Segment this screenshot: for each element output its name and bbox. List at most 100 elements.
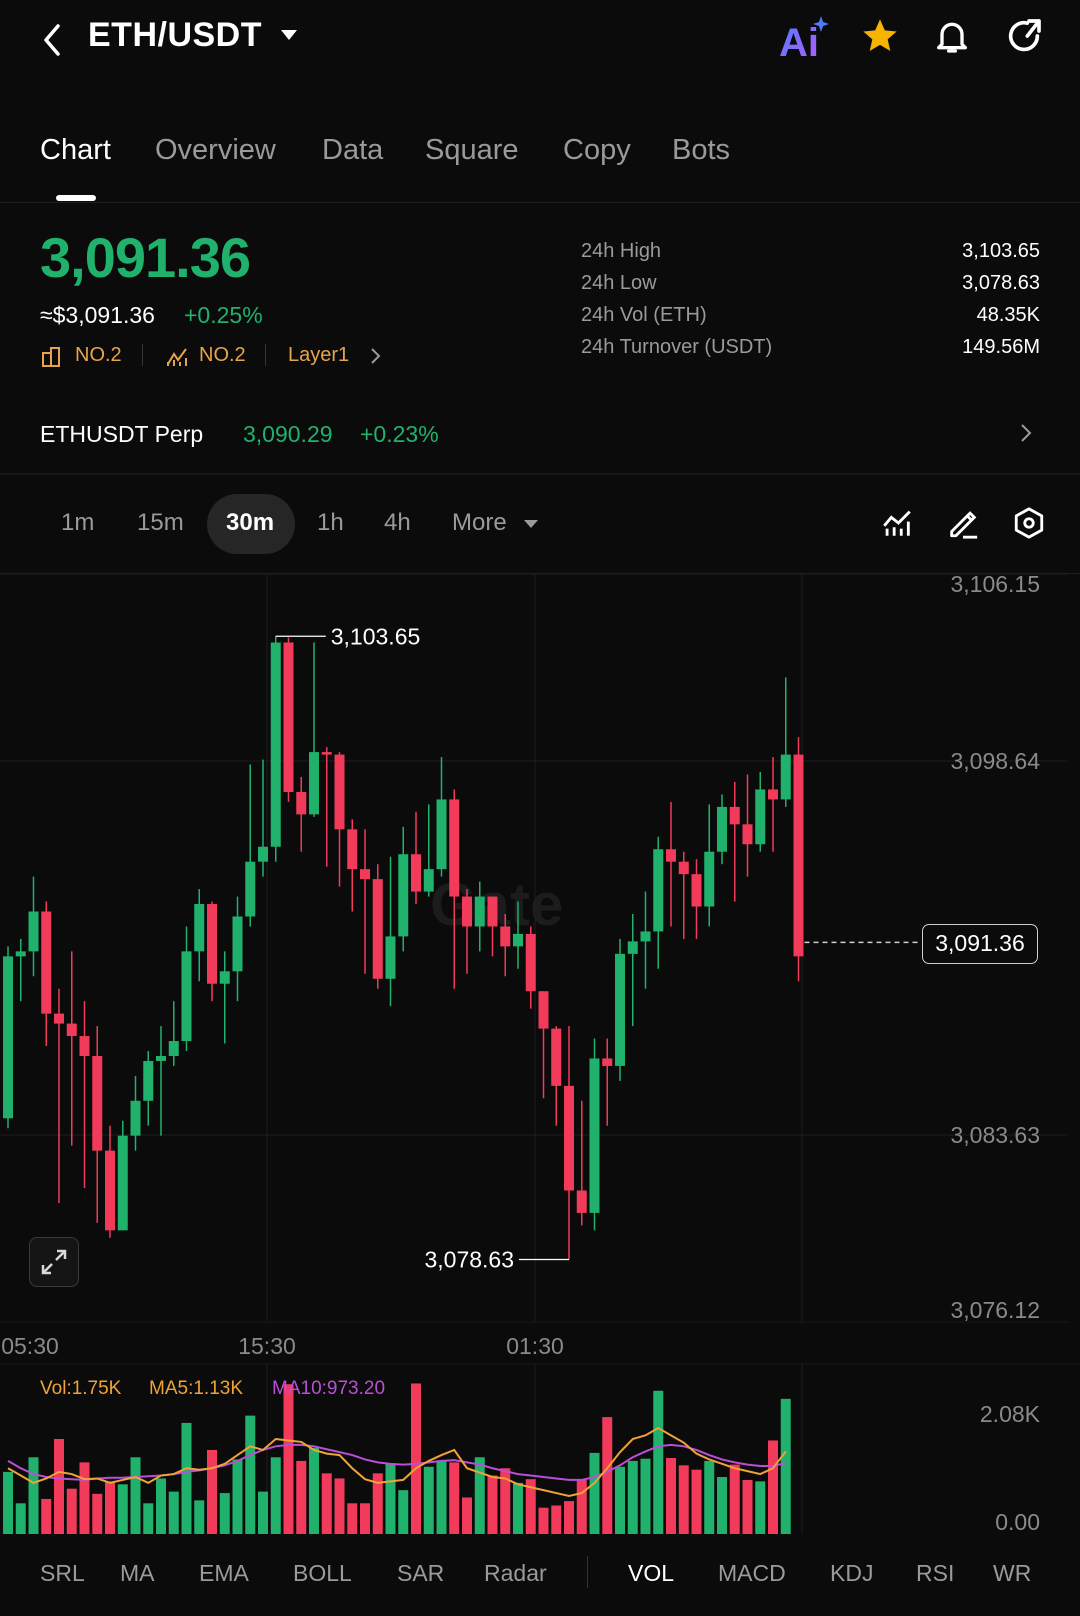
candle-body-down <box>283 642 294 792</box>
chevron-right-icon[interactable] <box>368 345 384 367</box>
price-chart[interactable]: 3,106.15 3,098.64 3,083.63 3,076.12 05:30 15… <box>0 574 1080 1594</box>
candle-body-up <box>219 971 230 984</box>
rank-volume[interactable]: NO.2 <box>199 344 246 366</box>
time-axis: 05:30 15:30 01:30 <box>1 1333 564 1359</box>
tab-chart[interactable]: Chart <box>40 134 111 166</box>
candle-body-down <box>525 933 536 992</box>
candle-body-down <box>296 791 307 815</box>
tab-square[interactable]: Square <box>425 134 519 166</box>
more-caret-icon[interactable] <box>524 520 538 528</box>
candle-body-up <box>232 916 243 972</box>
candle-body-up <box>589 1058 600 1213</box>
volume-bar-down <box>525 1479 536 1534</box>
volume-bar-down <box>283 1384 294 1534</box>
candle-body-up <box>28 911 39 952</box>
indicator-radar[interactable]: Radar <box>484 1560 547 1586</box>
interval-4h[interactable]: 4h <box>384 509 411 536</box>
volume-bar-down <box>462 1497 472 1534</box>
volume-bar-up <box>385 1463 396 1534</box>
volume-bar-down <box>296 1460 307 1534</box>
tabs-divider <box>0 202 1080 203</box>
volume-bar-down <box>79 1462 90 1534</box>
volume-bar-up <box>436 1460 447 1534</box>
candle-body-down <box>372 879 383 979</box>
pair-dropdown-caret-icon[interactable] <box>281 30 297 40</box>
interval-1h[interactable]: 1h <box>317 509 344 536</box>
candle-body-down <box>105 1150 115 1231</box>
tab-overview[interactable]: Overview <box>155 134 276 166</box>
usd-price: ≈$3,091.36 <box>40 302 155 328</box>
expand-button[interactable] <box>29 1237 79 1287</box>
volume-bar-up <box>653 1390 664 1534</box>
indicator-ma[interactable]: MA <box>120 1560 155 1586</box>
indicator-srl[interactable]: SRL <box>40 1560 85 1586</box>
volume-bar-up <box>117 1484 128 1534</box>
volume-bars <box>3 1383 791 1534</box>
volume-bar-up <box>156 1478 166 1534</box>
indicator-boll[interactable]: BOLL <box>293 1560 352 1586</box>
ai-icon[interactable]: Ai <box>779 14 831 65</box>
vol-legend-ma5: MA5:1.13K <box>149 1378 243 1399</box>
indicator-ema[interactable]: EMA <box>199 1560 249 1586</box>
perp-price: 3,090.29 <box>243 421 333 447</box>
candle-body-down <box>768 789 778 800</box>
tab-data[interactable]: Data <box>322 134 384 166</box>
candle-body-down <box>602 1058 613 1066</box>
candle-body-up <box>309 752 319 815</box>
volume-bar-up <box>245 1415 256 1534</box>
candle-body-down <box>334 754 345 830</box>
tab-copy[interactable]: Copy <box>563 134 631 166</box>
star-icon[interactable] <box>860 16 900 56</box>
candle-body-up <box>780 754 791 800</box>
candle-body-up <box>717 806 727 852</box>
interval-1m[interactable]: 1m <box>61 509 95 536</box>
indicator-kdj[interactable]: KDJ <box>830 1560 874 1586</box>
indicator-sar[interactable]: SAR <box>397 1560 445 1586</box>
back-icon[interactable] <box>38 20 68 60</box>
volume-bar-up <box>194 1500 205 1534</box>
candle-body-down <box>564 1085 574 1191</box>
volume-bar-up <box>704 1460 715 1534</box>
indicator-icon[interactable] <box>880 506 914 540</box>
vol-legend-vol: Vol:1.75K <box>40 1378 122 1399</box>
interval-15m[interactable]: 15m <box>137 509 184 536</box>
candle-body-down <box>79 1036 90 1056</box>
draw-icon[interactable] <box>946 506 980 540</box>
indicator-wr[interactable]: WR <box>993 1560 1032 1586</box>
candle-body-down <box>347 829 358 870</box>
candle-body-down <box>462 896 472 927</box>
perp-row[interactable]: ETHUSDT Perp 3,090.29 +0.23% <box>0 400 1080 464</box>
volume-bar-up <box>15 1503 26 1534</box>
interval-30m[interactable]: 30m <box>226 509 275 536</box>
volume-bar-down <box>347 1503 358 1534</box>
volume-bar-down <box>66 1488 77 1534</box>
last-price: 3,091.36 <box>40 226 251 289</box>
candle-body-down <box>207 904 217 984</box>
indicator-macd[interactable]: MACD <box>718 1560 786 1586</box>
low-annotation-label: 3,078.63 <box>424 1246 514 1272</box>
candle-body-up <box>640 931 651 942</box>
rank-market-cap[interactable]: NO.2 <box>75 344 122 366</box>
volume-bar-up <box>258 1491 268 1534</box>
volume-bar-up <box>717 1477 727 1534</box>
volume-bar-up <box>755 1481 766 1534</box>
bell-icon[interactable] <box>932 16 972 56</box>
perp-change: +0.23% <box>360 421 439 447</box>
stat-value-turnover: 149.56M <box>962 336 1040 358</box>
pair-title[interactable]: ETH/USDT <box>88 16 262 54</box>
settings-hex-icon[interactable] <box>1012 506 1046 540</box>
share-icon[interactable] <box>1004 16 1044 56</box>
category-tag[interactable]: Layer1 <box>288 344 350 366</box>
indicator-rsi[interactable]: RSI <box>916 1560 955 1586</box>
tab-bots[interactable]: Bots <box>672 134 731 166</box>
candle-body-up <box>15 951 26 957</box>
interval-more[interactable]: More <box>452 509 507 536</box>
indicator-vol[interactable]: VOL <box>628 1560 675 1586</box>
candle-body-down <box>360 869 370 880</box>
candle-body-up <box>3 956 13 1119</box>
volume-bar-down <box>449 1462 460 1534</box>
stat-label-turnover: 24h Turnover (USDT) <box>581 336 773 358</box>
candle-body-up <box>194 904 205 952</box>
volume-bar-up <box>627 1460 638 1534</box>
time-tick-label: 15:30 <box>238 1333 296 1359</box>
